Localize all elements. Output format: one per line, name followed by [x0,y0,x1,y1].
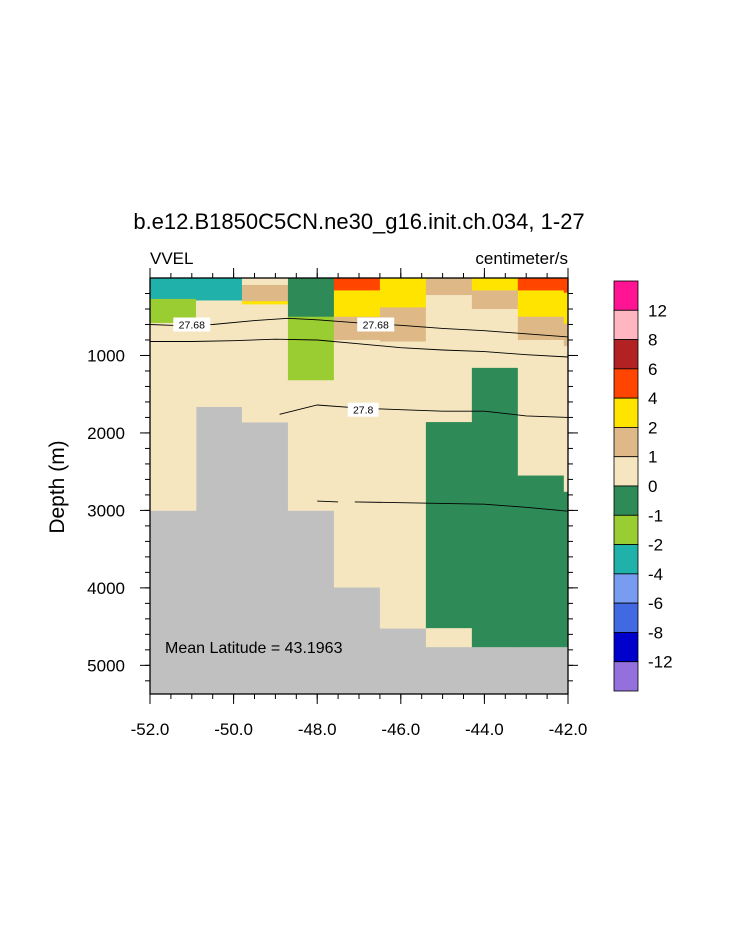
colorbar-swatch-10 [613,573,639,604]
colorbar-swatch-2 [613,339,639,370]
colorbar: 12 8 6 4 2 1 0 -1 -2 -4 -6 -8 -12 [613,280,673,692]
colorbar-swatch-7 [613,485,639,516]
colorbar-label-8: -2 [648,536,663,555]
data-cell-3-1 [287,316,335,381]
data-cell-4-0 [333,278,381,291]
y-tick-label: 5000 [87,656,125,675]
data-cell-7-1 [471,290,519,310]
colorbar-label-1: 8 [648,331,657,350]
mean-latitude-annotation: Mean Latitude = 43.1963 [165,640,343,657]
data-cell-7-3 [471,367,519,648]
contour-lines: 27.68 27.68 27.8 [149,317,569,512]
data-cell-6-0 [425,278,473,296]
left-string: VVEL [150,249,193,268]
colorbar-label-7: -1 [648,506,663,525]
data-cell-8-1 [517,290,565,318]
colorbar-label-11: -8 [648,623,663,642]
x-tick-label: -48.0 [298,720,337,739]
colorbar-label-4: 2 [648,418,657,437]
colorbar-swatch-1 [613,309,639,340]
axis-ticks: -52.0 -50.0 -48.0 -46.0 -44.0 -42.0 1000 2000 30… [87,268,587,739]
colorbar-label-6: 0 [648,477,657,496]
data-cell-5-0 [379,278,427,308]
data-cell-2-0 [241,278,289,286]
contour-label-2-0: 27.8 [353,405,374,417]
colorbar-swatch-6 [613,456,639,487]
colorbar-label-0: 12 [648,301,667,320]
contour-line-2-0 [279,404,569,418]
data-cell-2-2 [241,301,289,305]
data-cell-9-2 [563,323,569,347]
data-cell-2-3 [241,304,289,423]
y-tick-label: 3000 [87,501,125,520]
data-cell-6-2 [425,422,473,629]
x-tick-label: -50.0 [214,720,253,739]
contour-line-3-0 [317,500,339,503]
colorbar-swatch-13 [613,661,639,692]
data-cell-9-0 [563,278,569,294]
y-tick-label: 4000 [87,579,125,598]
chart-title: b.e12.B1850C5CN.ne30_g16.init.ch.034, 1-… [133,209,584,234]
data-cell-3-0 [287,278,335,318]
data-cell-8-3 [517,339,565,476]
data-cell-6-1 [425,295,473,423]
data-cell-3-2 [287,380,335,511]
contour-label-bg-0-0 [173,317,211,332]
data-cell-2-1 [241,284,289,302]
colorbar-swatch-9 [613,544,639,575]
data-cell-5-2 [379,341,427,629]
colorbar-swatch-0 [613,280,639,311]
x-tick-label: -46.0 [381,720,420,739]
data-cell-9-3 [563,346,569,493]
right-string: centimeter/s [475,249,568,268]
colorbar-swatch-11 [613,602,639,633]
data-cell-0-2 [150,322,197,511]
contour-label-bg-2-0 [347,402,379,417]
data-cell-4-3 [333,339,381,588]
contour-label-0-1: 27.68 [363,319,389,331]
plot-cells [150,278,569,694]
colorbar-label-3: 4 [648,389,657,408]
x-tick-label: -42.0 [549,720,588,739]
y-axis-label: Depth (m) [46,440,69,533]
colorbar-swatch-5 [613,427,639,458]
data-cell-9-1 [563,292,569,325]
contour-label-0-0: 27.68 [179,319,205,331]
data-cell-1-0 [195,278,243,301]
data-cell-9-4 [563,491,569,648]
contour-line-3-1 [354,501,569,512]
colorbar-swatch-12 [613,632,639,663]
colorbar-swatch-8 [613,514,639,545]
data-cell-4-1 [333,290,381,318]
y-tick-label: 1000 [87,346,125,365]
y-tick-label: 2000 [87,424,125,443]
data-cell-8-2 [517,316,565,341]
data-cell-8-0 [517,278,565,291]
data-cell-8-4 [517,475,565,648]
colorbar-swatch-3 [613,368,639,399]
contour-line-1-0 [150,338,569,358]
colorbar-label-2: 6 [648,360,657,379]
data-cell-6-3 [425,628,473,648]
colorbar-label-12: -12 [648,653,673,672]
data-cell-7-0 [471,278,519,291]
contour-label-bg-0-1 [357,317,395,332]
colorbar-label-9: -4 [648,565,663,584]
x-tick-label: -44.0 [465,720,504,739]
colorbar-label-10: -6 [648,594,663,613]
x-tick-label: -52.0 [131,720,170,739]
colorbar-label-5: 1 [648,448,657,467]
data-cell-1-1 [195,300,243,407]
data-cell-7-2 [471,308,519,369]
data-cell-0-0 [150,278,197,300]
colorbar-swatch-4 [613,397,639,428]
